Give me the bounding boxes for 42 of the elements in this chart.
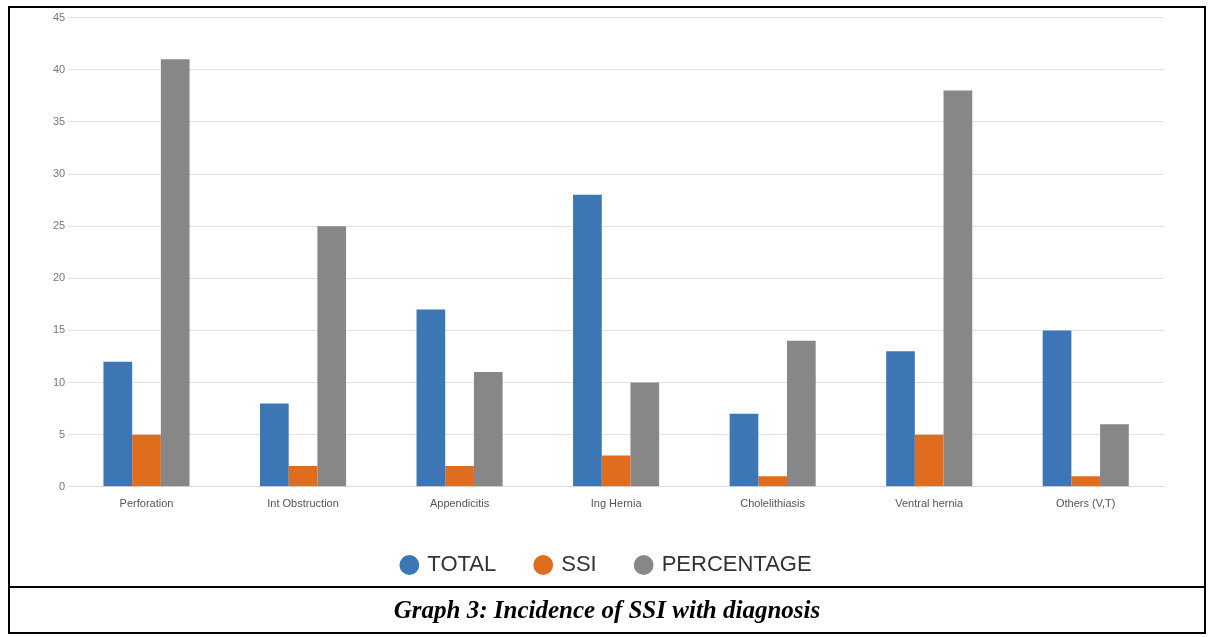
x-tick-label: Appendicitis: [429, 497, 490, 510]
x-tick-label: Ventral hernia: [895, 497, 965, 510]
y-tick-label: 10: [52, 375, 66, 388]
bar: [787, 340, 816, 487]
bar: [132, 434, 161, 487]
bar: [1042, 330, 1072, 487]
bar: [473, 372, 503, 487]
bar: [573, 194, 602, 487]
bar: [601, 455, 631, 487]
bar: [886, 351, 915, 487]
y-tick-label: 5: [59, 427, 66, 440]
text: Graph 3: Incidence of SSI with diagnosis: [10, 586, 1204, 632]
bar: [943, 90, 973, 487]
bar: [445, 465, 474, 487]
legend-label: PERCENTAGE: [661, 551, 812, 577]
bar: [160, 59, 190, 487]
bar: [259, 403, 289, 487]
bar: [317, 226, 347, 487]
bar: [416, 309, 446, 487]
bar: [630, 382, 660, 487]
bar: [288, 465, 318, 487]
bar: [914, 434, 944, 487]
bar: [1100, 424, 1129, 487]
legend-label: TOTAL: [427, 551, 497, 577]
bar: [729, 413, 759, 487]
y-tick-label: 35: [52, 114, 66, 127]
x-tick-label: Others (V,T): [1055, 497, 1116, 510]
x-tick-label: Int Obstruction: [267, 497, 339, 510]
y-tick-label: 0: [59, 479, 66, 492]
y-tick-label: 40: [52, 62, 66, 75]
y-tick-label: 30: [52, 167, 66, 180]
y-tick-label: 20: [52, 271, 66, 284]
y-tick-label: 25: [52, 219, 66, 232]
x-tick-label: Perforation: [119, 497, 174, 510]
y-tick-label: 15: [52, 323, 66, 336]
legend-label: SSI: [561, 551, 597, 577]
x-tick-label: Cholelithiasis: [740, 497, 806, 510]
y-tick-label: 45: [52, 10, 66, 23]
bar: [758, 476, 788, 487]
bar: [1071, 476, 1101, 487]
bar: [103, 361, 133, 487]
x-tick-label: Ing Hernia: [590, 497, 643, 510]
